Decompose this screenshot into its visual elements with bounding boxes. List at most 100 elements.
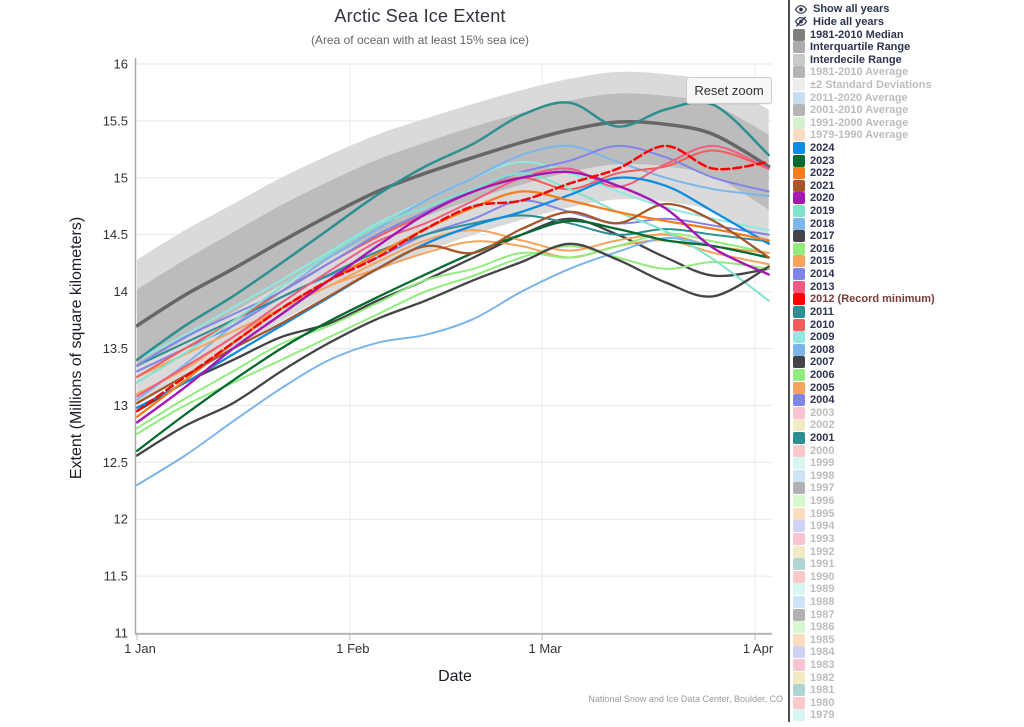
legend-item-1982[interactable]: 1982 [793, 671, 1024, 684]
series-line-2024[interactable] [135, 176, 770, 409]
legend-item-1991[interactable]: 1991 [793, 558, 1024, 571]
legend-item-2009[interactable]: 2009 [793, 331, 1024, 344]
legend-swatch-2007 [793, 356, 805, 369]
legend-item-1998[interactable]: 1998 [793, 469, 1024, 483]
legend-item-2015[interactable]: 2015 [793, 255, 1024, 268]
legend-item-1981[interactable]: 1981 [793, 684, 1024, 697]
legend-item-1988[interactable]: 1988 [793, 595, 1024, 609]
series-line-2013[interactable] [136, 144, 770, 398]
legend-label: 1993 [810, 532, 835, 545]
legend-item-2013[interactable]: 2013 [793, 280, 1024, 293]
legend-item-2022[interactable]: 2022 [793, 167, 1024, 180]
legend-item-interquartile-range[interactable]: Interquartile Range [793, 41, 1024, 54]
legend-item-2024[interactable]: 2024 [793, 142, 1024, 155]
legend-item-2017[interactable]: 2017 [793, 230, 1024, 243]
legend-item-2011[interactable]: 2011 [793, 305, 1024, 319]
legend-item-1979[interactable]: 1979 [793, 709, 1024, 722]
legend-item-2006[interactable]: 2006 [793, 368, 1024, 382]
legend-item-1996[interactable]: 1996 [793, 495, 1024, 508]
series-line-2020[interactable] [135, 170, 770, 424]
legend-item-2023[interactable]: 2023 [793, 154, 1024, 167]
legend-item-1979-1990-average[interactable]: 1979-1990 Average [793, 129, 1024, 142]
legend-item-2014[interactable]: 2014 [793, 268, 1024, 281]
legend-swatch-1983 [793, 658, 805, 671]
x-tick-label-3: 1 Apr [743, 641, 774, 656]
legend-item-2010[interactable]: 2010 [793, 318, 1024, 331]
legend-item-1986[interactable]: 1986 [793, 621, 1024, 634]
legend-swatch-2001 [793, 432, 805, 445]
legend-item-2003[interactable]: 2003 [793, 406, 1024, 420]
legend-item-2000[interactable]: 2000 [793, 444, 1024, 457]
legend-label: 2015 [810, 255, 835, 268]
legend-item-1980[interactable]: 1980 [793, 696, 1024, 710]
legend-control-show-all-years[interactable]: Show all years [793, 3, 1024, 16]
legend-item-2001[interactable]: 2001 [793, 432, 1024, 445]
legend-swatch-1991 [793, 558, 805, 571]
series-line-2014[interactable] [136, 144, 770, 367]
legend-item-1983[interactable]: 1983 [793, 658, 1024, 672]
legend-control-hide-all-years[interactable]: Hide all years [793, 16, 1024, 29]
legend-item-2020[interactable]: 2020 [793, 192, 1024, 205]
chart-context-menu-button[interactable] [750, 5, 778, 29]
legend-item-2019[interactable]: 2019 [793, 205, 1024, 218]
series-line-2017[interactable] [135, 242, 770, 457]
legend-item-2021[interactable]: 2021 [793, 179, 1024, 193]
series-line-2004[interactable] [136, 199, 770, 373]
legend-item-1992[interactable]: 1992 [793, 545, 1024, 558]
x-tick-label-0: 1 Jan [124, 641, 156, 656]
legend-item-2007[interactable]: 2007 [793, 356, 1024, 369]
legend-label: ±2 Standard Deviations [810, 78, 932, 91]
legend-item-2001-2010-average[interactable]: 2001-2010 Average [793, 104, 1024, 117]
legend-label: 2001 [810, 432, 835, 445]
series-line-2001[interactable] [135, 100, 770, 362]
series-line-2023[interactable] [135, 219, 770, 453]
series-line-2012[interactable] [135, 144, 770, 413]
legend-item-2012-record-minimum[interactable]: 2012 (Record minimum) [793, 293, 1024, 306]
legend-swatch-2011 [793, 305, 805, 318]
series-line-2007[interactable] [135, 217, 770, 413]
series-line-2006[interactable] [136, 245, 770, 435]
legend-item-2011-2020-average[interactable]: 2011-2020 Average [793, 91, 1024, 104]
plot-area[interactable]: 11 11.5 12 12.5 13 13.5 14 14.5 15 15.5 16 1 Jan 1 F… [0, 0, 788, 722]
legend-item-1987[interactable]: 1987 [793, 608, 1024, 621]
legend-item-1993[interactable]: 1993 [793, 532, 1024, 546]
legend-item-1994[interactable]: 1994 [793, 520, 1024, 533]
legend-swatch-2012-record-minimum [793, 293, 805, 306]
eye-slash-icon [793, 15, 808, 28]
legend-item-1989[interactable]: 1989 [793, 583, 1024, 596]
chart-title: Arctic Sea Ice Extent [334, 6, 506, 26]
reset-zoom-button[interactable]: Reset zoom [686, 77, 772, 104]
legend-label: 1995 [810, 507, 835, 520]
legend-item-1997[interactable]: 1997 [793, 482, 1024, 495]
legend-swatch-1997 [793, 482, 805, 495]
legend-item-1981-2010-median[interactable]: 1981-2010 Median [793, 28, 1024, 41]
legend-item-2005[interactable]: 2005 [793, 381, 1024, 394]
legend-swatch-1986 [793, 621, 805, 634]
legend-item-1990[interactable]: 1990 [793, 570, 1024, 583]
chart-attribution: National Snow and Ice Data Center, Bould… [588, 694, 783, 704]
legend-swatch-2018 [793, 217, 805, 230]
legend-label: 1991-2000 Average [810, 116, 909, 129]
legend-swatch-2015 [793, 255, 805, 268]
legend-item-1999[interactable]: 1999 [793, 457, 1024, 470]
legend-item-1991-2000-average[interactable]: 1991-2000 Average [793, 116, 1024, 129]
legend-item-2-standard-deviations[interactable]: ±2 Standard Deviations [793, 78, 1024, 92]
legend-item-1995[interactable]: 1995 [793, 507, 1024, 520]
legend-item-1981-2010-average[interactable]: 1981-2010 Average [793, 66, 1024, 79]
legend-swatch-2010 [793, 318, 805, 331]
legend-item-2004[interactable]: 2004 [793, 394, 1024, 407]
legend-swatch-interdecile-range [793, 53, 805, 66]
legend-item-2002[interactable]: 2002 [793, 419, 1024, 432]
legend-label: Interdecile Range [810, 53, 902, 66]
legend-label: 2012 (Record minimum) [810, 293, 935, 306]
legend-item-interdecile-range[interactable]: Interdecile Range [793, 53, 1024, 66]
legend-swatch-1984 [793, 646, 805, 659]
legend-item-2018[interactable]: 2018 [793, 217, 1024, 230]
series-line-2019[interactable] [136, 172, 770, 384]
legend-item-2016[interactable]: 2016 [793, 242, 1024, 256]
legend-item-1984[interactable]: 1984 [793, 646, 1024, 659]
legend-item-2008[interactable]: 2008 [793, 343, 1024, 356]
y-tick-label-13: 13 [114, 398, 128, 413]
legend-label: 1994 [810, 520, 835, 533]
legend-item-1985[interactable]: 1985 [793, 633, 1024, 646]
